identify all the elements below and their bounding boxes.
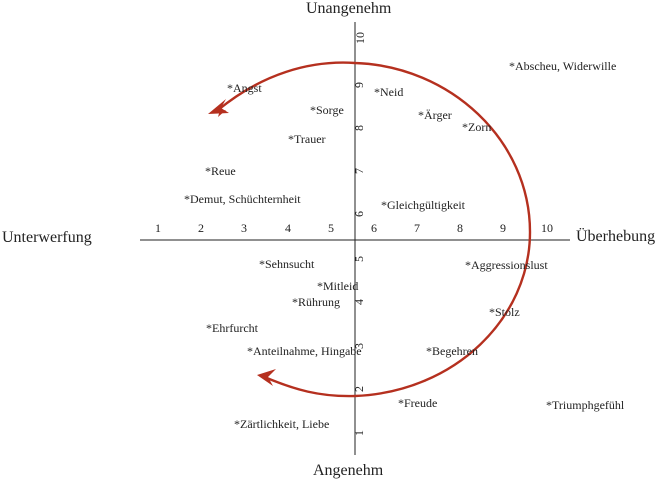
pole-top-label: Unangenehm xyxy=(306,0,392,17)
emotion-neid: *Neid xyxy=(374,85,404,99)
emotion-sehnsucht: *Sehnsucht xyxy=(259,257,315,271)
emotion-gleichgueltigkeit: *Gleichgültigkeit xyxy=(381,198,465,212)
y-tick: 7 xyxy=(352,168,366,174)
emotion-demut: *Demut, Schüchternheit xyxy=(184,192,301,206)
y-tick: 5 xyxy=(352,256,366,262)
y-tick: 2 xyxy=(352,386,366,392)
emotion-angst: *Angst xyxy=(227,81,262,95)
y-tick: 6 xyxy=(352,211,366,217)
emotion-triumphgefuehl: *Triumphgefühl xyxy=(546,398,625,412)
x-tick: 7 xyxy=(414,221,420,235)
emotion-zorn: *Zorn xyxy=(462,120,492,134)
emotion-begehren: *Begehren xyxy=(426,344,478,358)
emotion-stolz: *Stolz xyxy=(489,305,520,319)
emotion-anteilnahme: *Anteilnahme, Hingabe xyxy=(247,344,362,358)
x-tick: 9 xyxy=(500,221,506,235)
x-tick: 10 xyxy=(541,221,553,235)
y-tick: 10 xyxy=(353,32,367,44)
y-tick: 1 xyxy=(352,430,366,436)
emotion-mitleid: *Mitleid xyxy=(317,279,359,293)
x-tick: 5 xyxy=(328,221,334,235)
x-tick: 8 xyxy=(457,221,463,235)
x-tick: 3 xyxy=(241,221,247,235)
arrowhead-bottom-shape xyxy=(257,369,276,386)
emotion-aerger: *Ärger xyxy=(418,108,452,122)
x-tick: 4 xyxy=(285,221,291,235)
cycle-arrow xyxy=(217,61,532,398)
emotion-trauer: *Trauer xyxy=(288,132,326,146)
emotion-freude: *Freude xyxy=(398,396,438,410)
x-tick: 2 xyxy=(198,221,204,235)
x-tick: 6 xyxy=(371,221,377,235)
pole-bottom-label: Angenehm xyxy=(313,462,384,479)
emotion-reue: *Reue xyxy=(205,164,236,178)
arrowhead-top-shape xyxy=(208,99,229,114)
emotion-zaertlichkeit: *Zärtlichkeit, Liebe xyxy=(234,417,330,431)
emotion-sorge: *Sorge xyxy=(310,103,344,117)
x-tick: 1 xyxy=(155,221,161,235)
y-tick: 8 xyxy=(352,125,366,131)
pole-left-label: Unterwerfung xyxy=(2,229,92,246)
emotion-aggressionslust: *Aggressionslust xyxy=(465,258,548,272)
emotion-ehrfurcht: *Ehrfurcht xyxy=(206,321,258,335)
emotion-ruehrung: *Rührung xyxy=(292,295,340,309)
emotion-abscheu: *Abscheu, Widerwille xyxy=(509,59,617,73)
pole-right-label: Überhebung xyxy=(576,228,656,245)
y-tick: 4 xyxy=(352,299,366,305)
y-tick: 9 xyxy=(352,82,366,88)
